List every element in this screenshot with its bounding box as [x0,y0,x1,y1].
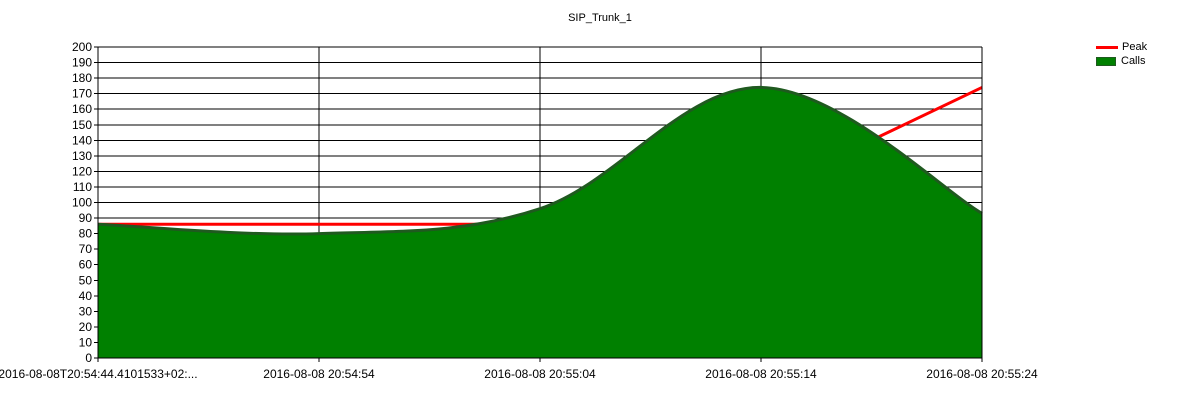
y-tick-label: 30 [79,304,93,318]
y-tick-label: 60 [79,258,93,272]
legend-item-peak: Peak [1096,40,1147,54]
y-tick-label: 200 [72,40,92,54]
y-tick-label: 150 [72,118,92,132]
y-tick-label: 40 [79,289,93,303]
legend-swatch-calls [1096,56,1116,66]
chart-title: SIP_Trunk_1 [568,12,632,24]
y-tick-label: 90 [79,211,93,225]
y-tick-label: 170 [72,87,92,101]
legend-item-calls: Calls [1096,54,1147,68]
y-tick-label: 140 [72,133,92,147]
x-tick-label: 2016-08-08T20:54:44.4101533+02:... [0,367,198,381]
legend-label-peak: Peak [1122,41,1148,53]
y-tick-label: 10 [79,335,93,349]
y-tick-label: 20 [79,320,93,334]
y-tick-label: 110 [73,180,92,194]
y-tick-label: 160 [72,102,92,116]
legend-label-calls: Calls [1121,55,1146,67]
y-tick-label: 0 [85,351,92,365]
x-tick-label: 2016-08-08 20:55:04 [484,367,596,381]
y-tick-label: 180 [72,71,92,85]
x-tick-label: 2016-08-08 20:54:54 [263,367,375,381]
y-tick-label: 80 [79,227,93,241]
y-tick-label: 70 [79,242,93,256]
y-tick-label: 120 [72,164,92,178]
legend-swatch-peak [1096,45,1118,49]
y-tick-label: 100 [72,196,92,210]
y-tick-label: 190 [72,56,92,70]
series-area-calls [98,87,982,358]
x-tick-label: 2016-08-08 20:55:24 [926,367,1038,381]
y-tick-label: 50 [79,273,93,287]
x-tick-label: 2016-08-08 20:55:14 [705,367,817,381]
series-line-calls [97,85,983,236]
y-tick-label: 130 [72,149,92,163]
series-layer [97,85,983,358]
legend: Peak Calls [1096,40,1147,68]
